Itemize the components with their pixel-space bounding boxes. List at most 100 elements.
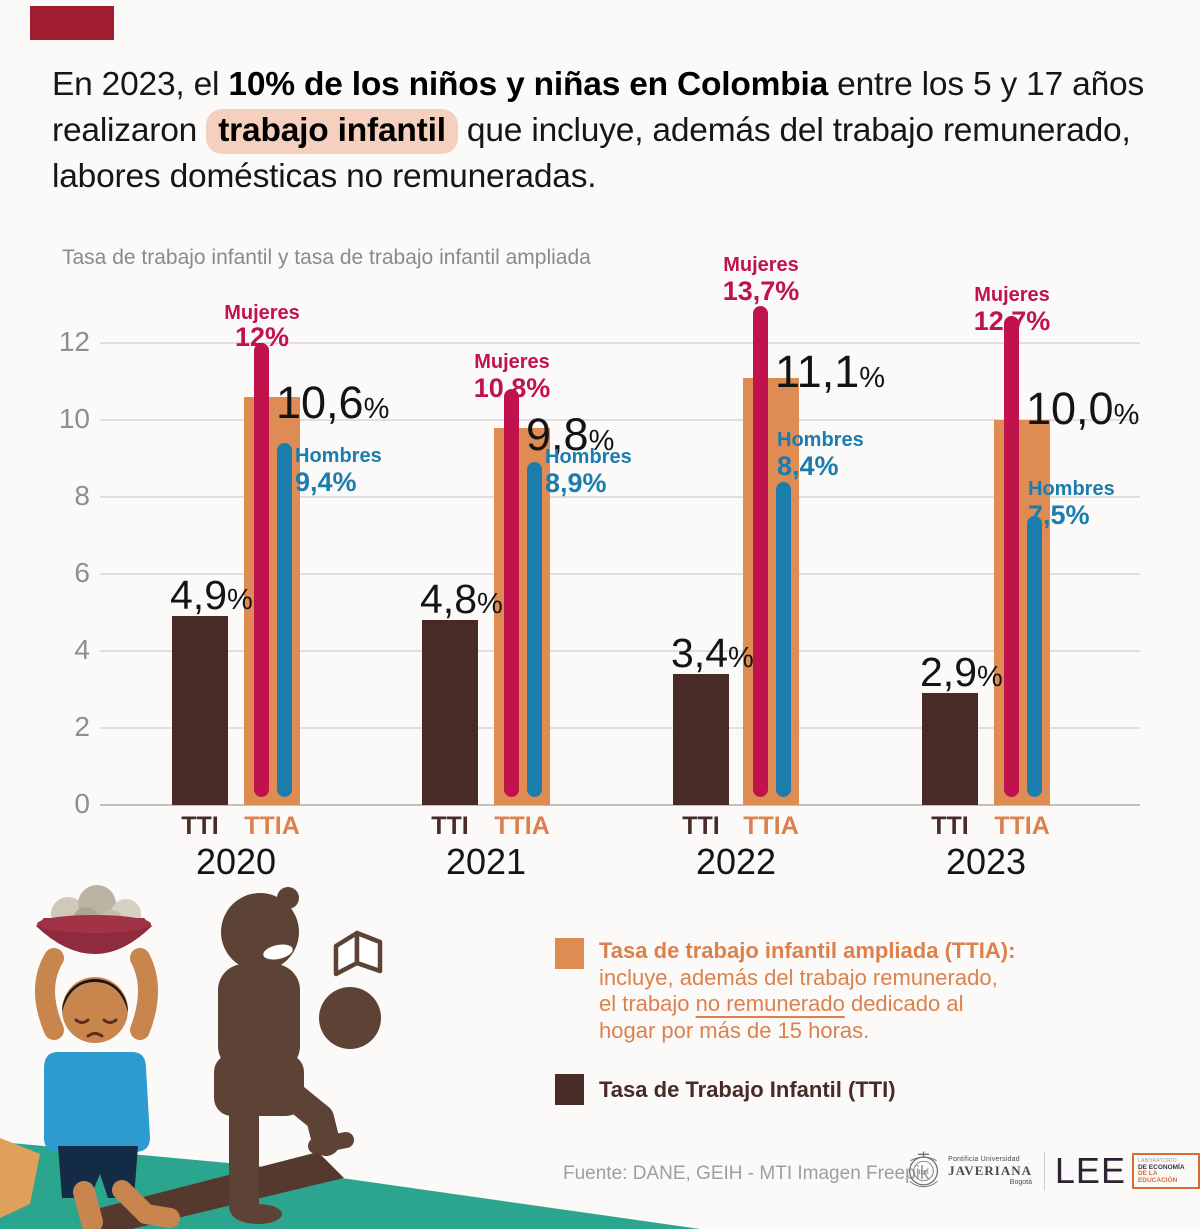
bar-tti-2020 (172, 616, 228, 805)
stripe-mujeres-2020 (253, 343, 269, 797)
x-label-tti-2022: TTI (682, 812, 720, 840)
x-label-tti-2023: TTI (931, 812, 969, 840)
stripe-mujeres-2021 (503, 389, 519, 797)
silhouette-foot (234, 1204, 282, 1224)
lee-logo-box: LABORATORIO DE ECONOMÍA DE LA EDUCACIÓN (1131, 1153, 1200, 1189)
legend-item-tti: Tasa de Trabajo Infantil (TTI) (555, 1074, 1015, 1105)
boy-left-leg (73, 1181, 103, 1229)
bar-chart: 0 2 4 6 8 10 12 4,9% 10,6% Mujeres 12% Hombres 9,4% T… (58, 254, 1140, 882)
value-ttia-2022: 11,1% (775, 346, 886, 397)
svg-text:IHS: IHS (918, 1169, 929, 1176)
gridline-6 (100, 573, 1140, 575)
tti-color-swatch (555, 1074, 584, 1105)
value-tti-2021: 4,8% (420, 576, 503, 623)
javeriana-wordmark: Pontificia Universidad JAVERIANA Bogotá (948, 1156, 1032, 1186)
stripe-hombres-2022 (775, 481, 791, 797)
x-label-ttia-2021: TTIA (494, 812, 550, 840)
gridline-8 (100, 496, 1140, 498)
legend-item-ttia: Tasa de trabajo infantil ampliada (TTIA)… (555, 938, 1015, 1044)
stripe-hombres-2021 (526, 462, 542, 797)
working-child (35, 885, 180, 1229)
x-label-tti-2020: TTI (181, 812, 219, 840)
y-tick-label: 0 (74, 788, 90, 819)
x-label-ttia-2020: TTIA (244, 812, 300, 840)
gridline-0 (100, 804, 1140, 806)
bar-tti-2023 (922, 693, 978, 805)
x-label-year-2020: 2020 (195, 841, 277, 882)
y-tick-label: 2 (74, 711, 90, 742)
label-hombres-2022: Hombres 8,4% (777, 429, 864, 482)
headline-segment: entre los 5 y 17 años realizaron (52, 66, 1144, 149)
silhouette-kicking-leg (274, 1078, 340, 1156)
header-accent-bar (30, 6, 114, 40)
ttia-legend-line3: el trabajo no remunerado dedicado al (599, 991, 964, 1016)
headline-segment: trabajo infantil (206, 109, 458, 154)
headline-segment: que incluye, además del trabajo remunera… (52, 112, 1131, 195)
stripe-hombres-2023 (1026, 516, 1042, 797)
label-mujeres-2022: Mujeres 13,7% (722, 254, 800, 306)
book-icon (333, 930, 383, 977)
y-tick-label: 12 (58, 326, 90, 357)
label-hombres-2020: Hombres 9,4% (295, 445, 382, 498)
boy-shirt (44, 1052, 150, 1152)
underlined-phrase: no remunerado (695, 991, 845, 1016)
label-mujeres-2021: Mujeres 10,8% (473, 351, 551, 403)
label-hombres-2023: Hombres 7,5% (1028, 478, 1115, 531)
stripe-hombres-2020 (276, 443, 292, 797)
x-label-year-2021: 2021 (445, 841, 527, 882)
x-label-tti-2021: TTI (431, 812, 469, 840)
silhouette-kicking-foot (308, 1132, 354, 1154)
gridline-12 (100, 342, 1140, 344)
x-label-year-2023: 2023 (945, 841, 1027, 882)
ttia-legend-text: Tasa de trabajo infantil ampliada (TTIA)… (599, 938, 1015, 1044)
chart-legend: Tasa de trabajo infantil ampliada (TTIA)… (555, 938, 1015, 1135)
y-tick-label: 8 (74, 480, 90, 511)
value-ttia-2020: 10,6% (276, 377, 390, 428)
silhouette-smile (263, 944, 293, 960)
chart-title: Tasa de trabajo infantil y tasa de traba… (62, 246, 591, 269)
child-labour-illustration (0, 885, 700, 1229)
headline-segment: 10% de los niños y niñas en Colombia (228, 66, 829, 103)
label-mujeres-2020: Mujeres 12% (224, 302, 300, 352)
sand-mound (0, 1138, 40, 1218)
ttia-legend-title: Tasa de trabajo infantil ampliada (TTIA)… (599, 938, 1016, 963)
value-tti-2022: 3,4% (671, 630, 754, 677)
silhouette-hair-tuft (277, 887, 299, 909)
football (319, 987, 381, 1049)
gridline-2 (100, 727, 1140, 729)
x-label-year-2022: 2022 (695, 841, 777, 882)
logos: IHS Pontificia Universidad JAVERIANA Bog… (905, 1146, 1200, 1196)
label-hombres-2021: Hombres 8,9% (545, 446, 632, 499)
tti-legend-label: Tasa de Trabajo Infantil (TTI) (599, 1077, 896, 1102)
bowl-rim (37, 915, 151, 933)
bar-tti-2022 (673, 674, 729, 805)
value-tti-2020: 4,9% (170, 572, 253, 619)
gridline-4 (100, 650, 1140, 652)
ttia-legend-line2: incluye, además del trabajo remunerado, (599, 964, 998, 990)
ttia-legend-line4: hogar por más de 15 horas. (599, 1017, 870, 1043)
closed-eye-right (102, 1018, 118, 1024)
javeriana-crest-icon: IHS (908, 1151, 939, 1188)
label-mujeres-2023: Mujeres 12,7% (973, 284, 1051, 336)
source-note: Fuente: DANE, GEIH - MTI Imagen Freepik (563, 1163, 930, 1184)
x-label-ttia-2023: TTIA (994, 812, 1050, 840)
value-ttia-2021: 9,8% (526, 409, 615, 460)
boy-right-leg (112, 1180, 180, 1228)
stripe-mujeres-2022 (752, 306, 768, 797)
y-tick-label: 4 (74, 634, 90, 665)
gridline-10 (100, 419, 1140, 421)
frown (86, 1032, 104, 1038)
headline-segment: En 2023, el (52, 66, 229, 103)
ttia-color-swatch (555, 938, 584, 969)
value-ttia-2023: 10,0% (1026, 383, 1140, 434)
silhouette-playing-child (214, 887, 381, 1224)
bar-tti-2021 (422, 620, 478, 805)
silhouette-torso (218, 964, 300, 1072)
logo-divider (1043, 1152, 1045, 1190)
value-tti-2023: 2,9% (920, 649, 1003, 696)
y-tick-label: 6 (74, 557, 90, 588)
y-tick-label: 10 (58, 403, 90, 434)
stripe-mujeres-2023 (1003, 316, 1019, 797)
lee-logo: LEE (1054, 1150, 1126, 1191)
x-label-ttia-2022: TTIA (743, 812, 799, 840)
